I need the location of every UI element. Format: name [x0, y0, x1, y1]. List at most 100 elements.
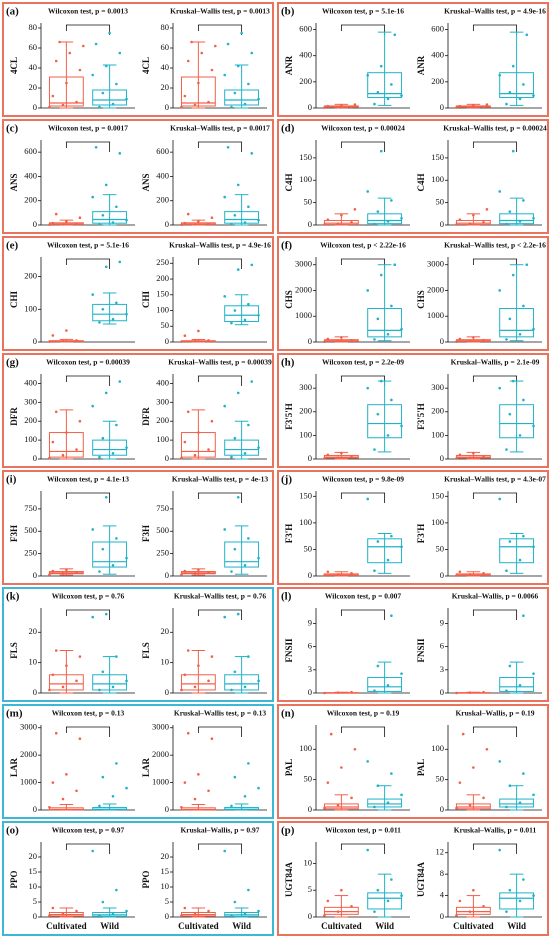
panel-border	[2, 821, 274, 936]
y-tick-label: 0	[440, 336, 444, 346]
data-point	[257, 313, 260, 317]
y-tick-label: 600	[431, 23, 444, 33]
data-point	[98, 223, 101, 226]
data-point	[336, 222, 340, 225]
y-tick-label: 1000	[427, 310, 444, 320]
data-point	[125, 218, 128, 222]
data-point	[366, 497, 370, 501]
data-point	[111, 912, 115, 916]
data-point	[386, 220, 390, 223]
data-point	[379, 273, 383, 277]
data-point	[186, 731, 190, 735]
y-tick-label: 2000	[427, 284, 444, 294]
panel-label: (e)	[6, 240, 19, 252]
box	[323, 220, 359, 226]
bracket	[65, 141, 111, 152]
data-point	[511, 379, 515, 383]
data-point	[366, 190, 370, 193]
y-tick-label: 0	[33, 911, 37, 921]
data-point	[505, 102, 508, 106]
data-point	[522, 199, 525, 202]
data-point	[65, 568, 68, 572]
data-point	[98, 914, 101, 917]
subplot-title: Wilcoxon test, p = 0.13	[52, 709, 125, 718]
data-point	[214, 44, 217, 48]
data-point	[223, 73, 226, 77]
data-point	[230, 321, 233, 325]
data-point	[233, 900, 237, 904]
data-point	[472, 451, 475, 455]
data-point	[98, 455, 101, 459]
y-tick-label: 3000	[20, 722, 37, 732]
data-point	[472, 104, 475, 107]
y-tick-label: 0	[33, 453, 37, 463]
data-point	[482, 455, 485, 458]
y-tick-label: 0	[33, 804, 37, 814]
x-tick-label: Cultivated	[178, 921, 219, 931]
data-point	[243, 102, 247, 106]
data-point	[226, 145, 230, 149]
y-tick-label: 50	[304, 543, 313, 553]
data-point	[498, 74, 502, 77]
box	[323, 803, 359, 810]
y-tick-label: 250	[156, 548, 169, 558]
data-point	[400, 793, 403, 797]
data-point	[51, 569, 55, 573]
data-point	[183, 334, 187, 338]
data-point	[532, 424, 535, 428]
data-point	[51, 94, 55, 98]
x-tick-label: Cultivated	[453, 921, 494, 931]
data-point	[373, 222, 376, 226]
data-point	[115, 82, 118, 86]
data-point	[183, 906, 187, 910]
y-tick-label: 400	[156, 170, 169, 180]
data-point	[340, 766, 343, 769]
data-point	[101, 900, 105, 904]
y-tick-label: 100	[299, 429, 312, 439]
data-point	[323, 574, 326, 577]
y-tick-label: 12	[436, 847, 445, 857]
data-point	[78, 419, 82, 423]
data-point	[247, 423, 250, 427]
data-point	[243, 563, 247, 567]
bracket	[197, 375, 243, 386]
data-point	[193, 797, 197, 801]
data-point	[366, 848, 370, 852]
data-point	[101, 670, 105, 674]
data-point	[180, 805, 183, 809]
box	[455, 220, 491, 226]
data-point	[183, 440, 187, 444]
data-point	[455, 914, 458, 917]
y-tick-label: 0	[33, 570, 37, 580]
box	[455, 803, 491, 810]
box	[367, 72, 403, 99]
data-point	[94, 42, 98, 46]
data-point	[197, 568, 200, 572]
y-tick-label: 50	[304, 774, 313, 784]
bracket	[340, 258, 386, 269]
data-point	[323, 691, 326, 695]
data-point	[111, 317, 115, 321]
data-point	[373, 102, 376, 106]
data-point	[455, 223, 458, 226]
data-point	[54, 731, 58, 735]
data-point	[101, 213, 105, 217]
data-point	[386, 801, 390, 805]
data-point	[101, 436, 105, 440]
data-point	[236, 183, 240, 187]
y-tick-label: 400	[156, 377, 169, 387]
bracket	[340, 726, 386, 737]
data-point	[532, 327, 535, 331]
data-point	[400, 545, 403, 549]
data-point	[508, 91, 512, 94]
data-point	[207, 339, 210, 342]
data-point	[336, 456, 340, 459]
y-tick-label: 500	[156, 525, 169, 535]
subplot-title: Kruskal–Wallis test, p = 4.9e-16	[169, 241, 271, 250]
data-point	[125, 909, 128, 913]
data-point	[326, 104, 330, 108]
y-tick-label: 0	[440, 102, 444, 112]
data-point	[400, 216, 403, 220]
data-point	[336, 339, 340, 343]
data-point	[350, 572, 353, 575]
